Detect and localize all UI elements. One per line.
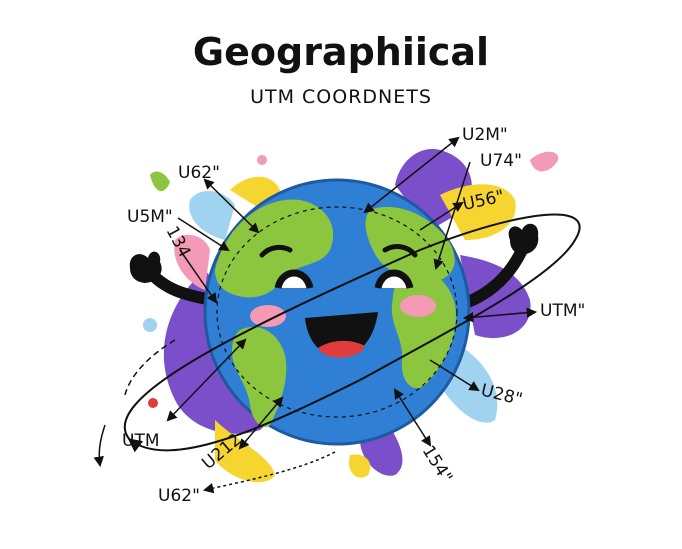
right-cheek bbox=[400, 295, 436, 317]
label-u74: U74" bbox=[480, 151, 522, 171]
arrow-u62-top bbox=[203, 178, 260, 234]
arrow-u28 bbox=[429, 359, 480, 392]
page-subtitle: UTM COORDNETS bbox=[250, 86, 432, 108]
arrow-u5m bbox=[177, 217, 230, 252]
arrow-u74 bbox=[433, 161, 471, 270]
green-drop bbox=[150, 171, 170, 192]
land-europe-asia bbox=[365, 206, 455, 281]
orbit-dash-left bbox=[124, 339, 176, 396]
label-u62-bottom: U62" bbox=[158, 486, 200, 506]
arrow-u212 bbox=[238, 396, 284, 450]
left-hand bbox=[129, 251, 162, 283]
arrow-134 bbox=[179, 249, 218, 304]
label-u62-top: U62" bbox=[178, 163, 220, 183]
tongue bbox=[318, 340, 365, 358]
left-brow bbox=[259, 244, 293, 258]
arrow-u2m bbox=[363, 136, 460, 214]
label-utm-right: UTM" bbox=[540, 301, 585, 321]
pink-splash bbox=[530, 151, 559, 172]
arrow-u56 bbox=[419, 201, 464, 231]
orbit-tick-left bbox=[93, 424, 106, 468]
left-eye bbox=[274, 269, 314, 290]
arrow-u62-bottom bbox=[202, 451, 336, 494]
arrows bbox=[166, 136, 538, 494]
pink-dot bbox=[257, 155, 267, 165]
pink-splash bbox=[174, 234, 210, 290]
label-154: 154" bbox=[418, 442, 456, 487]
label-utm-left: UTM bbox=[122, 431, 160, 451]
lightblue-splash bbox=[189, 190, 235, 240]
yellow-splash bbox=[349, 454, 371, 478]
page-title: Geographiical bbox=[192, 30, 490, 74]
red-dot bbox=[148, 398, 158, 408]
yellow-splash bbox=[215, 420, 275, 483]
dashed-latitude bbox=[216, 206, 458, 418]
arrow-utm-left bbox=[166, 338, 247, 422]
right-eye bbox=[374, 269, 414, 290]
right-hand bbox=[508, 223, 539, 255]
blue-dot bbox=[143, 318, 157, 332]
arrow-utm-right bbox=[462, 307, 538, 323]
globe-face bbox=[250, 244, 436, 358]
label-u5m: U5M" bbox=[127, 207, 173, 227]
left-cheek bbox=[250, 305, 286, 327]
label-u2m: U2M" bbox=[462, 125, 508, 145]
arrow-154 bbox=[393, 388, 432, 447]
